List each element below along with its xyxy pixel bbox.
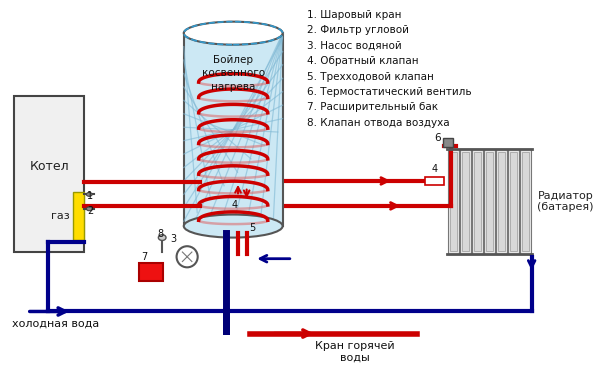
Bar xyxy=(522,152,529,251)
Text: 7. Расширительный бак: 7. Расширительный бак xyxy=(307,102,438,112)
Bar xyxy=(484,149,495,254)
Text: 2: 2 xyxy=(88,206,94,216)
Bar xyxy=(498,152,505,251)
Text: 3. Насос водяной: 3. Насос водяной xyxy=(307,41,402,51)
Bar xyxy=(449,152,457,251)
Text: Бойлер
косвенного
нагрева: Бойлер косвенного нагрева xyxy=(202,55,265,92)
Text: 7: 7 xyxy=(141,252,147,262)
Circle shape xyxy=(176,246,197,267)
Text: 4: 4 xyxy=(431,164,438,174)
Bar xyxy=(73,191,85,240)
Text: 3: 3 xyxy=(170,234,177,244)
Ellipse shape xyxy=(86,193,92,196)
Ellipse shape xyxy=(158,235,166,240)
Text: Кран горячей
воды: Кран горячей воды xyxy=(315,341,395,363)
Bar xyxy=(510,152,517,251)
Bar xyxy=(496,149,507,254)
Bar xyxy=(520,149,531,254)
Ellipse shape xyxy=(86,207,92,211)
Bar xyxy=(14,96,85,252)
Text: 4: 4 xyxy=(232,200,238,210)
Bar xyxy=(184,33,283,226)
Bar xyxy=(461,152,469,251)
Bar xyxy=(460,149,471,254)
Text: Котел: Котел xyxy=(29,160,69,173)
Text: 1. Шаровый кран: 1. Шаровый кран xyxy=(307,10,401,20)
Bar xyxy=(425,177,445,185)
Text: 4. Обратный клапан: 4. Обратный клапан xyxy=(307,56,419,66)
Text: газ: газ xyxy=(52,210,70,220)
Text: 8: 8 xyxy=(157,229,163,239)
Ellipse shape xyxy=(184,22,283,45)
Bar xyxy=(139,263,163,281)
Ellipse shape xyxy=(184,214,283,237)
Text: 5: 5 xyxy=(249,223,256,233)
Bar xyxy=(508,149,519,254)
Text: 2. Фильтр угловой: 2. Фильтр угловой xyxy=(307,26,409,36)
Text: 6: 6 xyxy=(434,132,441,142)
Bar xyxy=(448,149,459,254)
Bar xyxy=(472,149,483,254)
Text: холодная вода: холодная вода xyxy=(12,318,99,328)
Text: Радиатор
(батарея): Радиатор (батарея) xyxy=(538,191,594,212)
Text: 6. Термостатический вентиль: 6. Термостатический вентиль xyxy=(307,87,472,97)
Bar xyxy=(443,138,453,147)
Text: 5. Трехходовой клапан: 5. Трехходовой клапан xyxy=(307,72,434,82)
Text: 1: 1 xyxy=(88,191,94,201)
Bar xyxy=(474,152,481,251)
Bar xyxy=(486,152,493,251)
Text: 8. Клапан отвода воздуха: 8. Клапан отвода воздуха xyxy=(307,118,450,128)
